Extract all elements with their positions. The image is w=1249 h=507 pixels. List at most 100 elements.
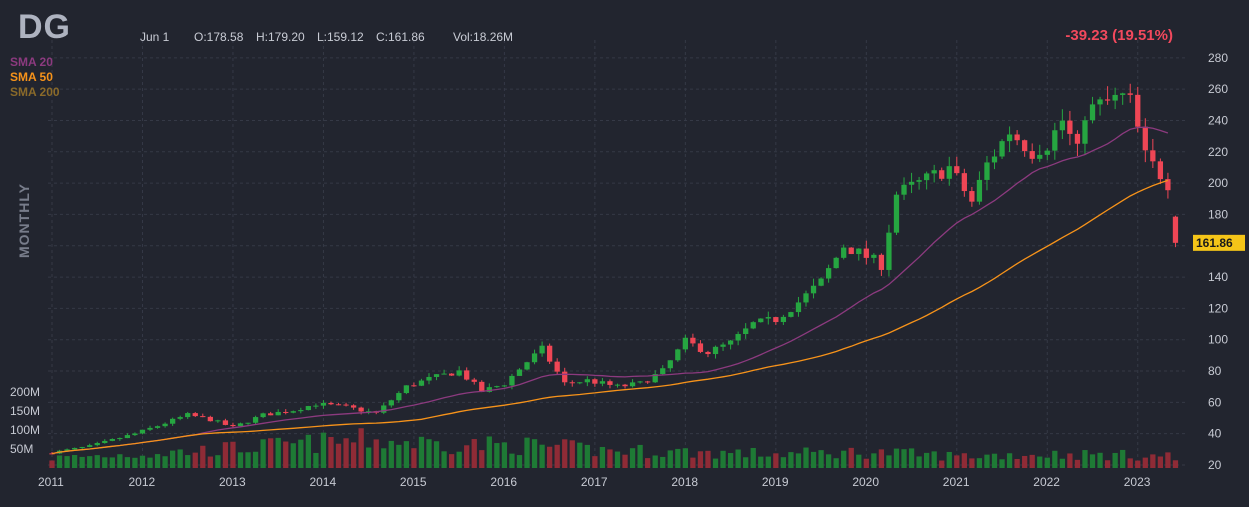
candle-body [833,257,839,269]
candle-body [1052,130,1058,151]
time-tick-label: 2019 [762,475,789,489]
volume-bar [547,446,553,468]
candle-body [1006,134,1013,142]
volume-bar [1104,460,1111,468]
candle-body [1120,93,1126,95]
volume-bar [328,437,334,468]
volume-bar [290,443,296,468]
volume-bar [305,434,311,468]
candle-body [690,337,696,344]
candle-body [117,438,123,440]
volume-bar [901,449,907,468]
volume-bar [396,444,402,468]
candle-body [343,404,349,406]
candle-body [87,445,93,447]
candle-body [71,447,78,450]
volume-bar [192,452,198,468]
legend-sma-20[interactable]: SMA 20 [10,55,53,69]
volume-bar [381,448,387,468]
volume-bar [645,458,651,468]
candle-body [102,440,108,444]
candle-body [539,345,545,354]
candle-body [675,349,681,361]
volume-bar [486,436,492,468]
time-tick-label: 2011 [38,475,64,489]
volume-bar [426,439,432,468]
candle-body [743,328,749,335]
volume-bar [1082,450,1088,468]
candle-body [727,340,734,345]
time-tick-label: 2012 [128,475,155,489]
candle-body [991,156,998,163]
volume-bar [154,454,161,468]
volume-bar [946,451,952,468]
volume-bar [56,455,63,468]
time-tick-label: 2013 [219,475,246,489]
candle-body [381,405,387,413]
volume-bar [283,441,289,468]
candle-body [705,351,711,355]
volume-bar [750,447,756,468]
candle-body [863,248,869,258]
timeframe-label[interactable]: MONTHLY [16,183,32,258]
candle-body [358,407,364,412]
candle-body [908,181,915,185]
volume-bar [660,456,666,468]
volume-bar [275,437,281,468]
candle-body [969,191,975,202]
price-change: -39.23 (19.51%) [1065,27,1173,44]
candle-body [629,382,636,387]
time-tick-label: 2014 [309,475,336,489]
candle-body [780,316,787,323]
volume-bar [675,448,681,468]
candle-body [132,433,138,436]
volume-bar [856,454,862,468]
price-tick-label: 60 [1208,395,1222,409]
volume-bar [878,449,885,468]
volume-bar [1059,458,1065,468]
volume-bar [343,438,349,468]
volume-bar [162,456,168,468]
candle-body [109,438,115,441]
candle-body [803,293,809,303]
candle-body [456,370,462,376]
candle-body [124,435,131,439]
candle-body [1165,179,1171,191]
candle-body [788,312,794,317]
candle-body [200,416,206,418]
volume-bar [215,455,221,468]
candle-body [162,423,168,427]
candle-body [645,381,651,383]
candle-body [516,369,523,376]
candle-body [268,413,274,416]
volume-bar [773,453,779,468]
volume-bar [758,456,764,468]
time-tick-label: 2015 [400,475,427,489]
candle-body [901,184,907,195]
time-tick-label: 2018 [671,475,698,489]
volume-bar [102,457,108,468]
candle-body [961,173,967,192]
candle-body [494,386,500,388]
volume-bar [893,448,900,468]
candle-body [682,337,688,350]
candle-body [1097,99,1103,105]
candle-body [479,381,485,392]
grid [48,40,1187,468]
candle-body [290,411,296,413]
volume-bar [260,439,266,468]
time-tick-label: 2022 [1033,475,1060,489]
volume-bar [924,452,930,468]
volume-bar [200,445,206,468]
candle-body [64,449,70,451]
volume-bar [584,444,590,468]
price-tick-label: 260 [1208,82,1228,96]
volume-bar [464,445,470,468]
legend-sma-50[interactable]: SMA 50 [10,70,53,84]
volume-bar [94,455,100,468]
volume-value: Vol:18.26M [453,30,514,44]
volume-bar [1150,454,1156,468]
candle-body [818,278,824,286]
legend-sma-200[interactable]: SMA 200 [10,85,60,99]
